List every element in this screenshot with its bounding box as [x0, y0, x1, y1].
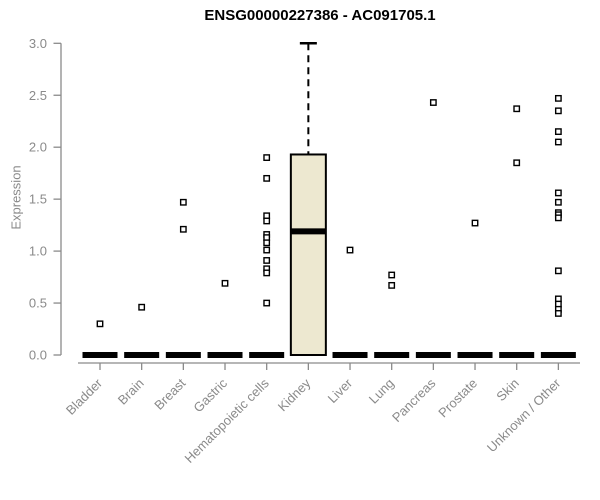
- y-tick-label: 1.0: [29, 244, 47, 259]
- outlier-point-lung: [388, 281, 396, 289]
- x-tick-label: Lung: [366, 376, 397, 407]
- outlier-point-unknown-other: [554, 138, 562, 146]
- outlier-point-prostate: [471, 219, 479, 227]
- outlier-point-lung: [388, 271, 396, 279]
- y-tick-label: 1.5: [29, 192, 47, 207]
- x-tick-label: Brain: [115, 376, 147, 408]
- outlier-point-hematopoietic-cells: [263, 154, 271, 161]
- outlier-point-breast: [179, 225, 187, 233]
- outlier-point-bladder: [96, 320, 104, 328]
- outlier-point-unknown-other: [554, 198, 562, 206]
- collapsed-box-unknown-other: [540, 352, 576, 358]
- x-tick-label: Breast: [151, 375, 188, 412]
- outlier-point-hematopoietic-cells: [263, 239, 271, 247]
- x-tick-label: Kidney: [275, 375, 314, 414]
- outlier-point-brain: [138, 303, 146, 311]
- collapsed-box-gastric: [207, 352, 243, 358]
- outlier-point-hematopoietic-cells: [263, 217, 271, 225]
- collapsed-box-liver: [332, 352, 368, 358]
- outlier-point-hematopoietic-cells: [263, 246, 271, 254]
- x-tick-label: Pancreas: [389, 375, 439, 425]
- outlier-point-unknown-other: [554, 214, 562, 222]
- x-tick-label: Skin: [493, 376, 521, 404]
- outlier-point-unknown-other: [554, 267, 562, 275]
- outlier-point-hematopoietic-cells: [263, 257, 271, 264]
- chart-title: ENSG00000227386 - AC091705.1: [204, 7, 436, 24]
- x-tick-label: Liver: [325, 375, 356, 406]
- outlier-point-breast: [179, 198, 187, 206]
- collapsed-box-bladder: [82, 352, 118, 358]
- outlier-point-unknown-other: [554, 310, 562, 317]
- outlier-point-gastric: [221, 279, 229, 287]
- x-tick-label: Prostate: [435, 376, 480, 421]
- outlier-point-hematopoietic-cells: [263, 299, 271, 307]
- outlier-point-hematopoietic-cells: [263, 269, 271, 277]
- outlier-point-pancreas: [429, 99, 437, 106]
- x-tick-label: Bladder: [63, 375, 106, 418]
- collapsed-box-hematopoietic-cells: [249, 352, 285, 358]
- outlier-point-unknown-other: [554, 94, 562, 102]
- x-tick-label: Unknown / Other: [484, 375, 564, 455]
- y-tick-label: 3.0: [29, 36, 47, 51]
- outlier-point-unknown-other: [554, 107, 562, 115]
- y-tick-label: 0.5: [29, 296, 47, 311]
- y-tick-label: 0.0: [29, 348, 47, 363]
- x-tick-label: Gastric: [190, 375, 230, 415]
- collapsed-box-skin: [499, 352, 535, 358]
- y-tick-label: 2.5: [29, 88, 47, 103]
- outlier-point-liver: [346, 246, 354, 254]
- collapsed-box-brain: [124, 352, 160, 358]
- collapsed-box-prostate: [457, 352, 493, 358]
- outlier-point-skin: [513, 105, 521, 113]
- collapsed-box-lung: [374, 352, 410, 358]
- collapsed-box-pancreas: [415, 352, 451, 358]
- median-line-kidney: [290, 228, 326, 235]
- collapsed-box-breast: [165, 352, 201, 358]
- outlier-point-unknown-other: [554, 128, 562, 136]
- outlier-point-unknown-other: [554, 189, 562, 197]
- box-kidney: [289, 153, 327, 356]
- outlier-point-skin: [513, 159, 521, 167]
- outlier-point-hematopoietic-cells: [263, 174, 271, 182]
- y-tick-label: 2.0: [29, 140, 47, 155]
